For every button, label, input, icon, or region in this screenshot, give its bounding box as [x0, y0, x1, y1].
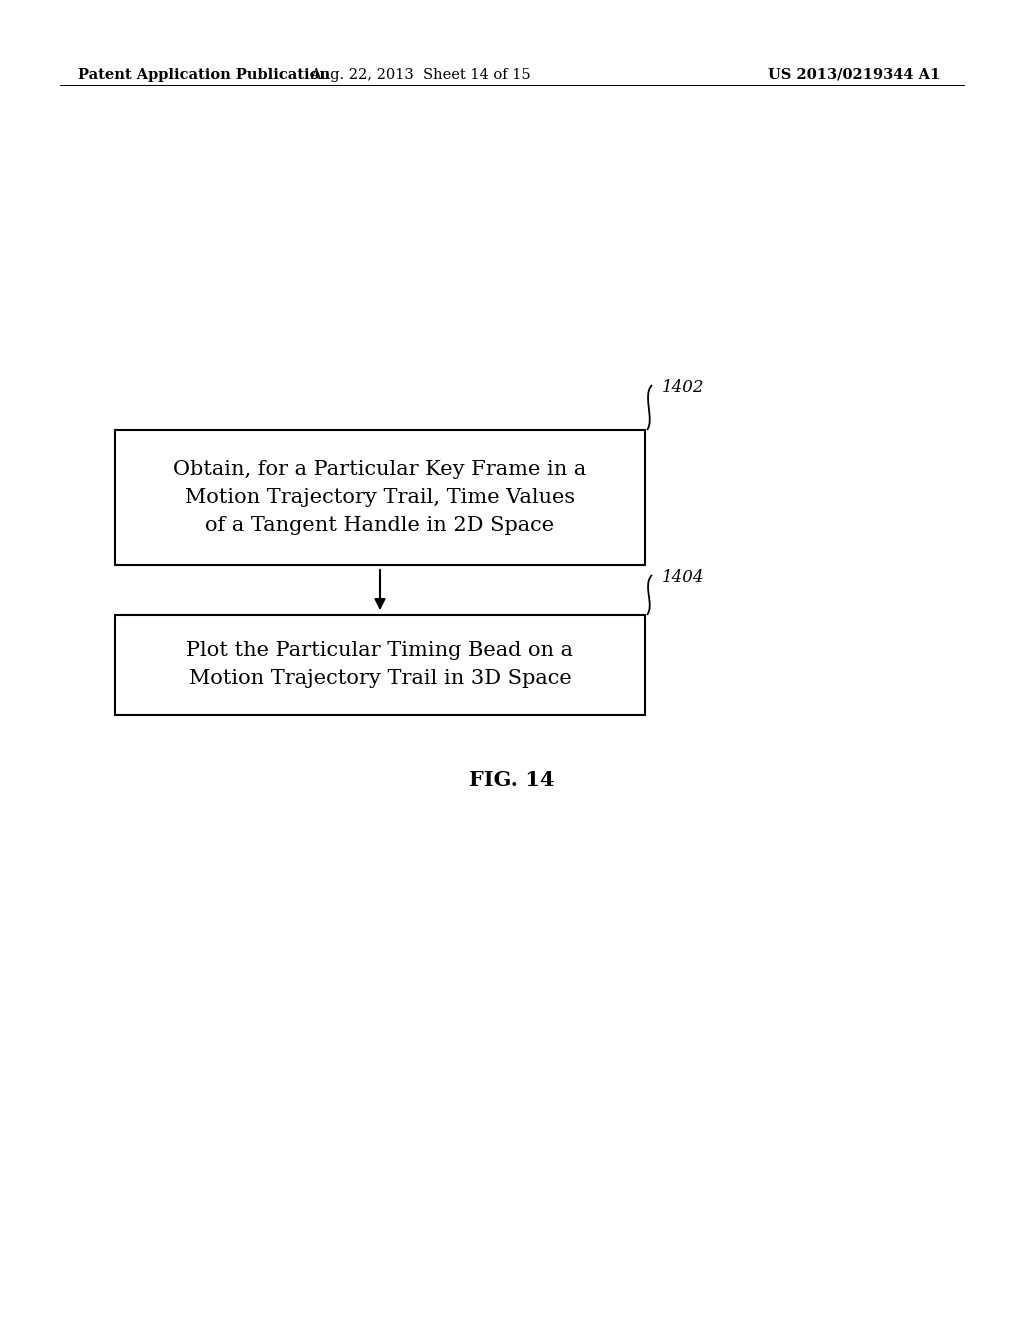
Text: FIG. 14: FIG. 14: [469, 770, 555, 789]
Bar: [115, 615, 645, 715]
Text: Obtain, for a Particular Key Frame in a
Motion Trajectory Trail, Time Values
of : Obtain, for a Particular Key Frame in a …: [173, 459, 587, 535]
Text: Aug. 22, 2013  Sheet 14 of 15: Aug. 22, 2013 Sheet 14 of 15: [309, 69, 530, 82]
Bar: [115, 430, 645, 565]
Text: 1402: 1402: [662, 380, 705, 396]
Text: Plot the Particular Timing Bead on a
Motion Trajectory Trail in 3D Space: Plot the Particular Timing Bead on a Mot…: [186, 642, 573, 689]
Text: US 2013/0219344 A1: US 2013/0219344 A1: [768, 69, 940, 82]
Text: Patent Application Publication: Patent Application Publication: [78, 69, 330, 82]
Text: 1404: 1404: [662, 569, 705, 586]
